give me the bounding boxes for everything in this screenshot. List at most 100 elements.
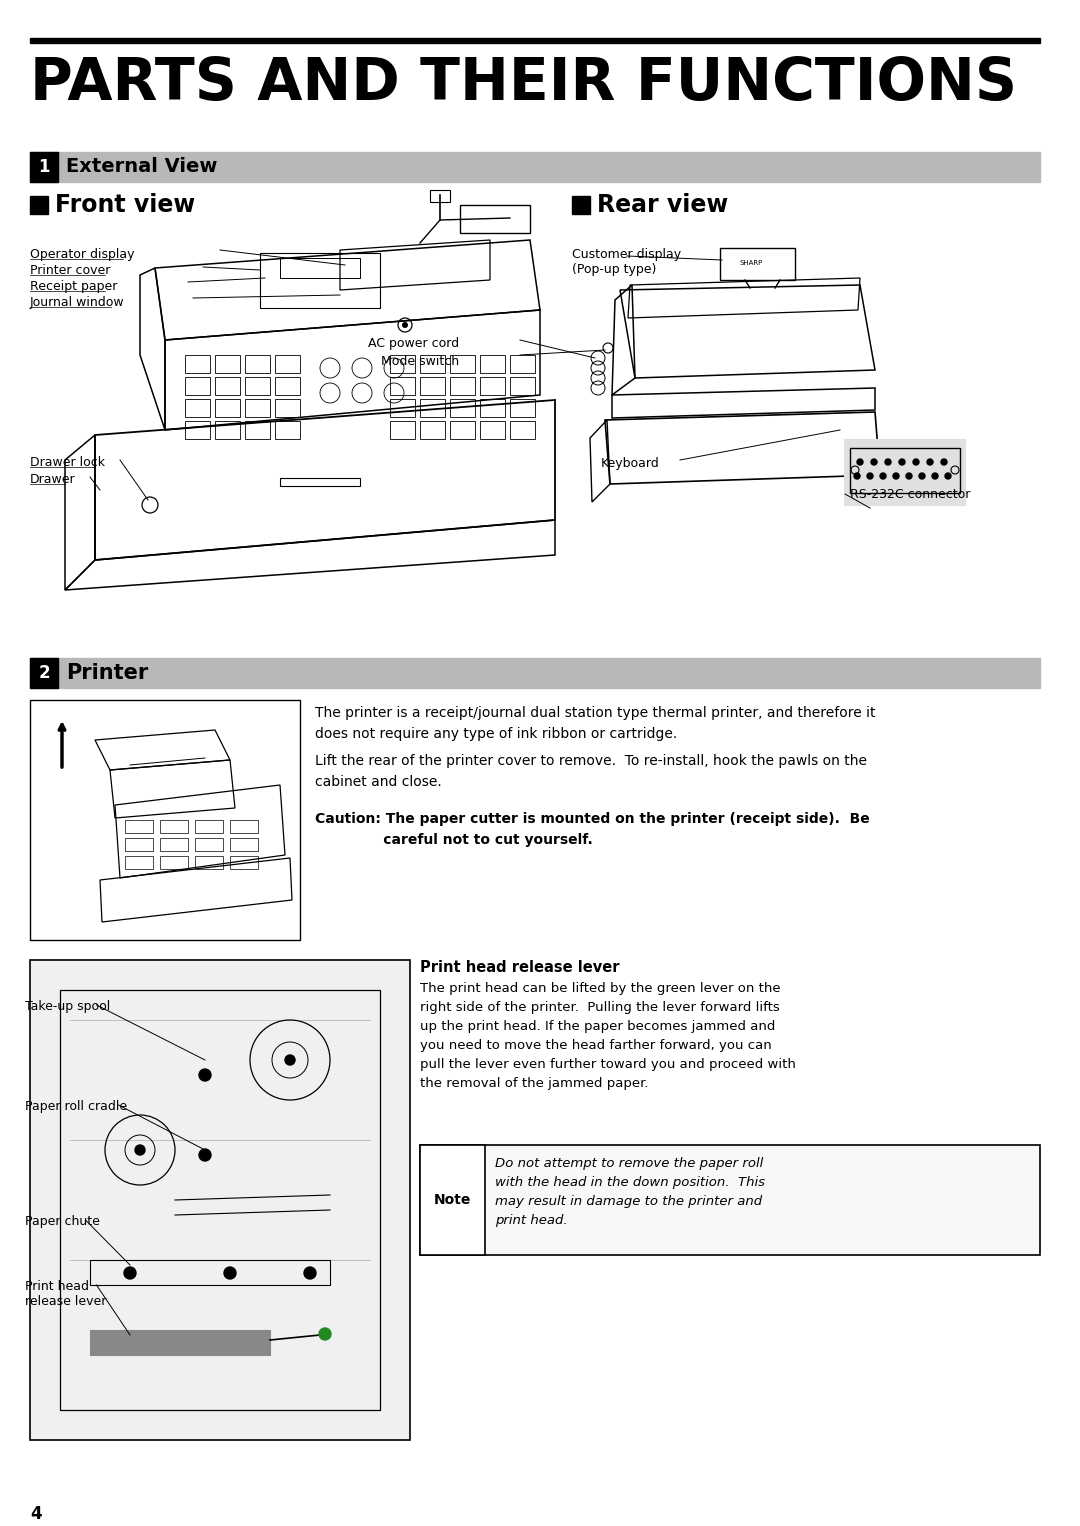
Circle shape [867, 473, 873, 479]
Text: AC power cord: AC power cord [368, 337, 459, 349]
Bar [450, 398, 475, 417]
Circle shape [899, 459, 905, 465]
Text: External View: External View [66, 157, 217, 177]
Circle shape [913, 459, 919, 465]
Bar [125, 819, 153, 833]
Text: Customer display
(Pop-up type): Customer display (Pop-up type) [572, 249, 681, 276]
Circle shape [319, 1328, 330, 1340]
Bar [275, 356, 300, 372]
Bar [260, 253, 380, 308]
Circle shape [906, 473, 912, 479]
Bar [850, 449, 960, 493]
Bar [215, 398, 240, 417]
Bar [275, 421, 300, 439]
Bar [280, 258, 360, 278]
Bar [450, 356, 475, 372]
Text: Print head
release lever: Print head release lever [25, 1280, 106, 1308]
Bar [185, 398, 210, 417]
Text: Paper chute: Paper chute [25, 1215, 99, 1228]
Circle shape [199, 1149, 211, 1161]
Text: Lift the rear of the printer cover to remove.  To re-install, hook the pawls on : Lift the rear of the printer cover to re… [315, 754, 867, 789]
Bar [510, 377, 535, 395]
Bar [195, 838, 222, 852]
Text: The printer is a receipt/journal dual station type thermal printer, and therefor: The printer is a receipt/journal dual st… [315, 707, 876, 740]
Text: Drawer lock: Drawer lock [30, 456, 105, 468]
Text: Rear view: Rear view [597, 192, 728, 217]
Bar [195, 856, 222, 868]
Bar [230, 856, 258, 868]
Bar [60, 990, 380, 1410]
Text: Mode switch: Mode switch [381, 356, 459, 368]
Bar [245, 356, 270, 372]
Bar [460, 204, 530, 233]
Circle shape [124, 1267, 136, 1279]
Bar [390, 377, 415, 395]
Bar [510, 356, 535, 372]
Bar [185, 421, 210, 439]
Bar [215, 356, 240, 372]
Bar [510, 398, 535, 417]
Text: RS-232C connector: RS-232C connector [850, 488, 970, 501]
Bar [420, 1144, 485, 1254]
Bar [30, 153, 58, 182]
Bar [125, 856, 153, 868]
Bar [185, 377, 210, 395]
Bar [480, 377, 505, 395]
Bar [215, 421, 240, 439]
Text: Take-up spool: Take-up spool [25, 1000, 110, 1013]
Text: 2: 2 [38, 664, 50, 682]
Bar [245, 377, 270, 395]
Text: Note: Note [434, 1193, 471, 1207]
Text: Printer cover: Printer cover [30, 264, 110, 278]
Text: Receipt paper: Receipt paper [30, 279, 118, 293]
Circle shape [224, 1267, 237, 1279]
Bar [510, 421, 535, 439]
Circle shape [919, 473, 924, 479]
Bar [30, 658, 1040, 688]
Bar [480, 421, 505, 439]
Text: Keyboard: Keyboard [602, 456, 660, 470]
Bar [450, 377, 475, 395]
Circle shape [285, 1054, 295, 1065]
Circle shape [199, 1070, 211, 1080]
Text: Print head release lever: Print head release lever [420, 960, 620, 975]
Text: Caution: The paper cutter is mounted on the printer (receipt side).  Be
        : Caution: The paper cutter is mounted on … [315, 812, 869, 847]
Bar [390, 398, 415, 417]
Bar [420, 377, 445, 395]
Bar [390, 421, 415, 439]
Bar [275, 377, 300, 395]
Circle shape [927, 459, 933, 465]
Bar [572, 195, 590, 214]
Bar [245, 421, 270, 439]
Bar [275, 398, 300, 417]
Bar [280, 478, 360, 485]
Bar [480, 356, 505, 372]
Bar [450, 421, 475, 439]
Text: 4: 4 [30, 1505, 42, 1523]
Circle shape [135, 1144, 145, 1155]
Bar [90, 1260, 330, 1285]
Bar [30, 960, 410, 1441]
Text: Drawer: Drawer [30, 473, 76, 485]
Text: The print head can be lifted by the green lever on the
right side of the printer: The print head can be lifted by the gree… [420, 983, 796, 1090]
Bar [845, 439, 966, 505]
Text: SHARP: SHARP [740, 259, 764, 266]
Text: Do not attempt to remove the paper roll
with the head in the down position.  Thi: Do not attempt to remove the paper roll … [495, 1157, 765, 1227]
Bar [160, 819, 188, 833]
Circle shape [932, 473, 939, 479]
Circle shape [402, 322, 408, 328]
Bar [420, 398, 445, 417]
Bar [480, 398, 505, 417]
Bar [185, 356, 210, 372]
Bar [125, 838, 153, 852]
Bar [30, 153, 1040, 182]
Circle shape [941, 459, 947, 465]
Text: 1: 1 [38, 159, 50, 175]
Bar [30, 195, 48, 214]
Bar [245, 398, 270, 417]
Bar [420, 421, 445, 439]
Bar [430, 191, 450, 201]
Bar [390, 356, 415, 372]
Bar [215, 377, 240, 395]
Circle shape [945, 473, 951, 479]
